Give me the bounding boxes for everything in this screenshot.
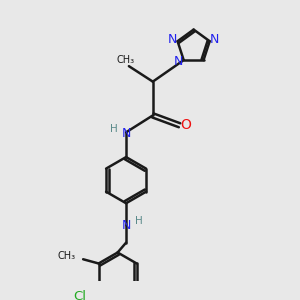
- Text: CH₃: CH₃: [116, 55, 135, 65]
- Text: H: H: [135, 216, 142, 226]
- Text: N: N: [122, 127, 131, 140]
- Text: N: N: [174, 55, 183, 68]
- Text: CH₃: CH₃: [57, 251, 75, 261]
- Text: N: N: [168, 33, 177, 46]
- Text: N: N: [122, 219, 131, 232]
- Text: O: O: [180, 118, 191, 132]
- Text: N: N: [210, 33, 219, 46]
- Text: H: H: [110, 124, 118, 134]
- Text: Cl: Cl: [73, 290, 86, 300]
